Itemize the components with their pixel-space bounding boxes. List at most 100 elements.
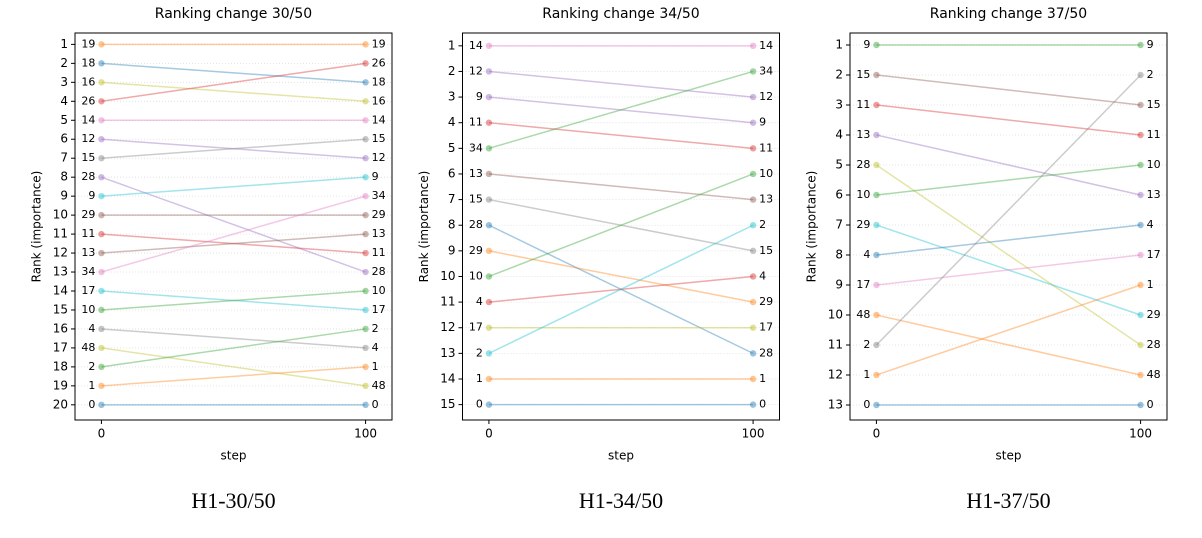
item-label: 1 <box>759 372 766 385</box>
item-label: 14 <box>759 39 773 52</box>
item-label: 4 <box>88 322 95 335</box>
item-label: 9 <box>1147 38 1154 51</box>
y-tick-label: 14 <box>53 284 68 298</box>
series-line <box>876 224 1141 316</box>
point <box>485 247 493 255</box>
point <box>749 298 757 306</box>
point <box>362 155 369 162</box>
series-line <box>101 366 366 387</box>
item-label: 17 <box>469 321 483 334</box>
item-label: 48 <box>856 308 870 321</box>
point <box>362 192 369 200</box>
item-label: 15 <box>759 244 773 257</box>
point <box>1137 101 1144 109</box>
item-label: 19 <box>372 37 386 50</box>
point <box>873 191 880 199</box>
series-line <box>488 173 754 201</box>
y-tick-label: 5 <box>60 113 68 127</box>
point <box>98 363 105 371</box>
item-label: 2 <box>372 322 379 335</box>
item-label: 14 <box>81 113 95 126</box>
item-label: 48 <box>81 341 95 354</box>
point <box>362 401 369 409</box>
item-label: 28 <box>856 158 870 171</box>
point <box>873 251 880 259</box>
y-tick-label: 15 <box>53 302 68 316</box>
item-label: 26 <box>81 94 95 107</box>
point <box>749 93 757 101</box>
point <box>749 145 757 152</box>
item-label: 2 <box>476 346 483 359</box>
item-label: 1 <box>476 372 483 385</box>
item-label: 15 <box>372 132 386 145</box>
point <box>362 306 369 314</box>
item-label: 2 <box>863 338 870 351</box>
item-label: 11 <box>469 116 483 129</box>
y-tick-label: 3 <box>60 75 68 89</box>
point <box>485 196 493 203</box>
series-line <box>875 74 1142 346</box>
point <box>98 287 105 295</box>
point <box>749 196 757 203</box>
series-line <box>101 176 366 273</box>
y-tick-label: 20 <box>53 397 68 411</box>
point <box>485 350 493 357</box>
y-tick-label: 17 <box>53 340 68 354</box>
y-tick-label: 18 <box>53 359 68 373</box>
item-label: 4 <box>759 269 766 282</box>
item-label: 12 <box>759 90 773 103</box>
point <box>1137 341 1144 349</box>
axes-frame <box>74 32 393 421</box>
y-tick-label: 9 <box>60 189 68 203</box>
y-tick-label: 12 <box>53 246 68 260</box>
item-label: 9 <box>372 170 379 183</box>
item-label: 29 <box>1147 308 1161 321</box>
y-tick-label: 6 <box>60 132 68 146</box>
y-tick-label: 6 <box>835 188 843 202</box>
item-label: 13 <box>81 246 95 259</box>
item-label: 29 <box>856 218 870 231</box>
y-tick-label: 2 <box>448 64 456 78</box>
y-axis-label: Rank (importance) <box>417 171 431 283</box>
y-tick-label: 1 <box>835 38 843 52</box>
caption: H1-34/50 <box>579 488 663 513</box>
chart-title: Ranking change 37/50 <box>930 6 1087 22</box>
item-label: 34 <box>759 64 773 77</box>
y-tick-label: 6 <box>448 166 456 180</box>
y-tick-label: 10 <box>440 269 455 283</box>
point <box>362 79 369 86</box>
item-label: 29 <box>372 208 386 221</box>
item-label: 34 <box>469 141 483 154</box>
y-tick-label: 12 <box>440 320 455 334</box>
y-tick-label: 5 <box>448 141 456 155</box>
series-line <box>875 164 1142 346</box>
point <box>749 68 757 75</box>
point <box>98 155 105 162</box>
series-line <box>876 74 1141 106</box>
point <box>98 325 105 333</box>
y-tick-label: 5 <box>835 158 843 172</box>
point <box>1137 41 1144 49</box>
point <box>873 101 880 109</box>
y-tick-label: 8 <box>448 218 456 232</box>
item-label: 1 <box>372 360 379 373</box>
item-label: 2 <box>759 218 766 231</box>
item-label: 0 <box>759 398 766 411</box>
series-line <box>101 328 366 349</box>
point <box>749 247 757 255</box>
y-tick-label: 4 <box>448 115 456 129</box>
item-label: 28 <box>1147 338 1161 351</box>
item-label: 9 <box>476 90 483 103</box>
series-line <box>488 173 754 278</box>
point <box>485 298 493 306</box>
series-line <box>101 290 366 311</box>
x-tick-label: 100 <box>742 427 765 441</box>
series-line <box>876 164 1141 196</box>
point <box>749 375 757 383</box>
item-label: 9 <box>759 116 766 129</box>
item-label: 10 <box>372 284 386 297</box>
x-tick-label: 0 <box>485 427 493 441</box>
y-tick-label: 9 <box>448 243 456 257</box>
point <box>1137 371 1144 379</box>
y-tick-label: 3 <box>835 98 843 112</box>
